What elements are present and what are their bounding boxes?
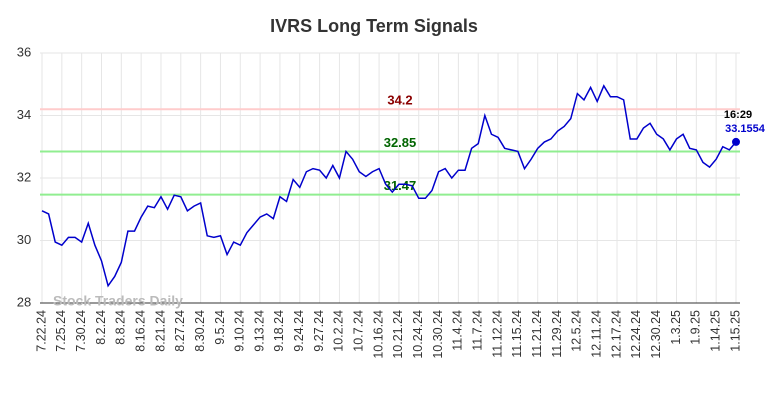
x-tick-label: 8.8.24: [114, 310, 128, 345]
x-tick-label: 11.21.24: [530, 310, 544, 358]
price-line: [41, 84, 737, 288]
y-tick-label: 30: [17, 232, 31, 247]
last-time: 16:29: [724, 109, 752, 121]
x-tick-label: 10.30.24: [431, 310, 445, 359]
x-tick-label: 1.14.25: [708, 310, 722, 352]
x-tick-label: 11.7.24: [471, 310, 485, 351]
x-tick-label: 8.2.24: [94, 310, 108, 345]
x-tick-label: 12.5.24: [570, 310, 584, 352]
x-tick-label: 12.24.24: [629, 310, 643, 359]
x-tick-label: 11.12.24: [490, 310, 504, 358]
signal-label: 32.85: [384, 135, 417, 150]
last-point: [732, 137, 740, 146]
signal-label: 31.47: [384, 178, 417, 193]
y-tick-label: 34: [17, 107, 31, 122]
x-tick-label: 7.22.24: [34, 310, 48, 352]
x-tick-label: 10.7.24: [352, 310, 366, 352]
x-tick-label: 9.24.24: [292, 310, 306, 352]
x-tick-label: 11.4.24: [451, 310, 465, 351]
x-tick-label: 10.16.24: [371, 310, 385, 359]
x-tick-label: 8.27.24: [173, 310, 187, 352]
y-tick-label: 36: [17, 44, 31, 59]
x-tick-label: 1.9.25: [689, 310, 703, 345]
x-tick-label: 7.30.24: [74, 310, 88, 352]
x-tick-label: 10.24.24: [411, 310, 425, 359]
x-tick-label: 9.10.24: [233, 310, 247, 352]
x-tick-label: 12.17.24: [609, 310, 623, 359]
x-tick-label: 9.5.24: [213, 310, 227, 345]
y-tick-label: 32: [17, 169, 31, 184]
x-tick-label: 1.15.25: [728, 310, 742, 352]
y-tick-label: 28: [17, 294, 31, 309]
x-tick-label: 8.16.24: [133, 310, 147, 352]
x-tick-label: 9.18.24: [272, 310, 286, 352]
chart-title: IVRS Long Term Signals: [270, 16, 478, 36]
x-tick-label: 12.30.24: [649, 310, 663, 359]
x-tick-label: 12.11.24: [589, 310, 603, 358]
x-tick-label: 10.21.24: [391, 310, 405, 359]
x-tick-label: 10.2.24: [332, 310, 346, 352]
last-value: 33.1554: [725, 123, 766, 135]
x-tick-label: 11.15.24: [510, 310, 524, 358]
watermark: Stock Traders Daily: [53, 293, 183, 309]
x-tick-label: 9.13.24: [252, 310, 266, 352]
signal-label: 34.2: [387, 93, 412, 108]
x-tick-label: 8.21.24: [153, 310, 167, 352]
x-tick-label: 1.3.25: [669, 310, 683, 345]
x-tick-label: 9.27.24: [312, 310, 326, 352]
x-tick-label: 8.30.24: [193, 310, 207, 352]
x-tick-label: 7.25.24: [54, 310, 68, 352]
x-tick-label: 11.29.24: [550, 310, 564, 358]
